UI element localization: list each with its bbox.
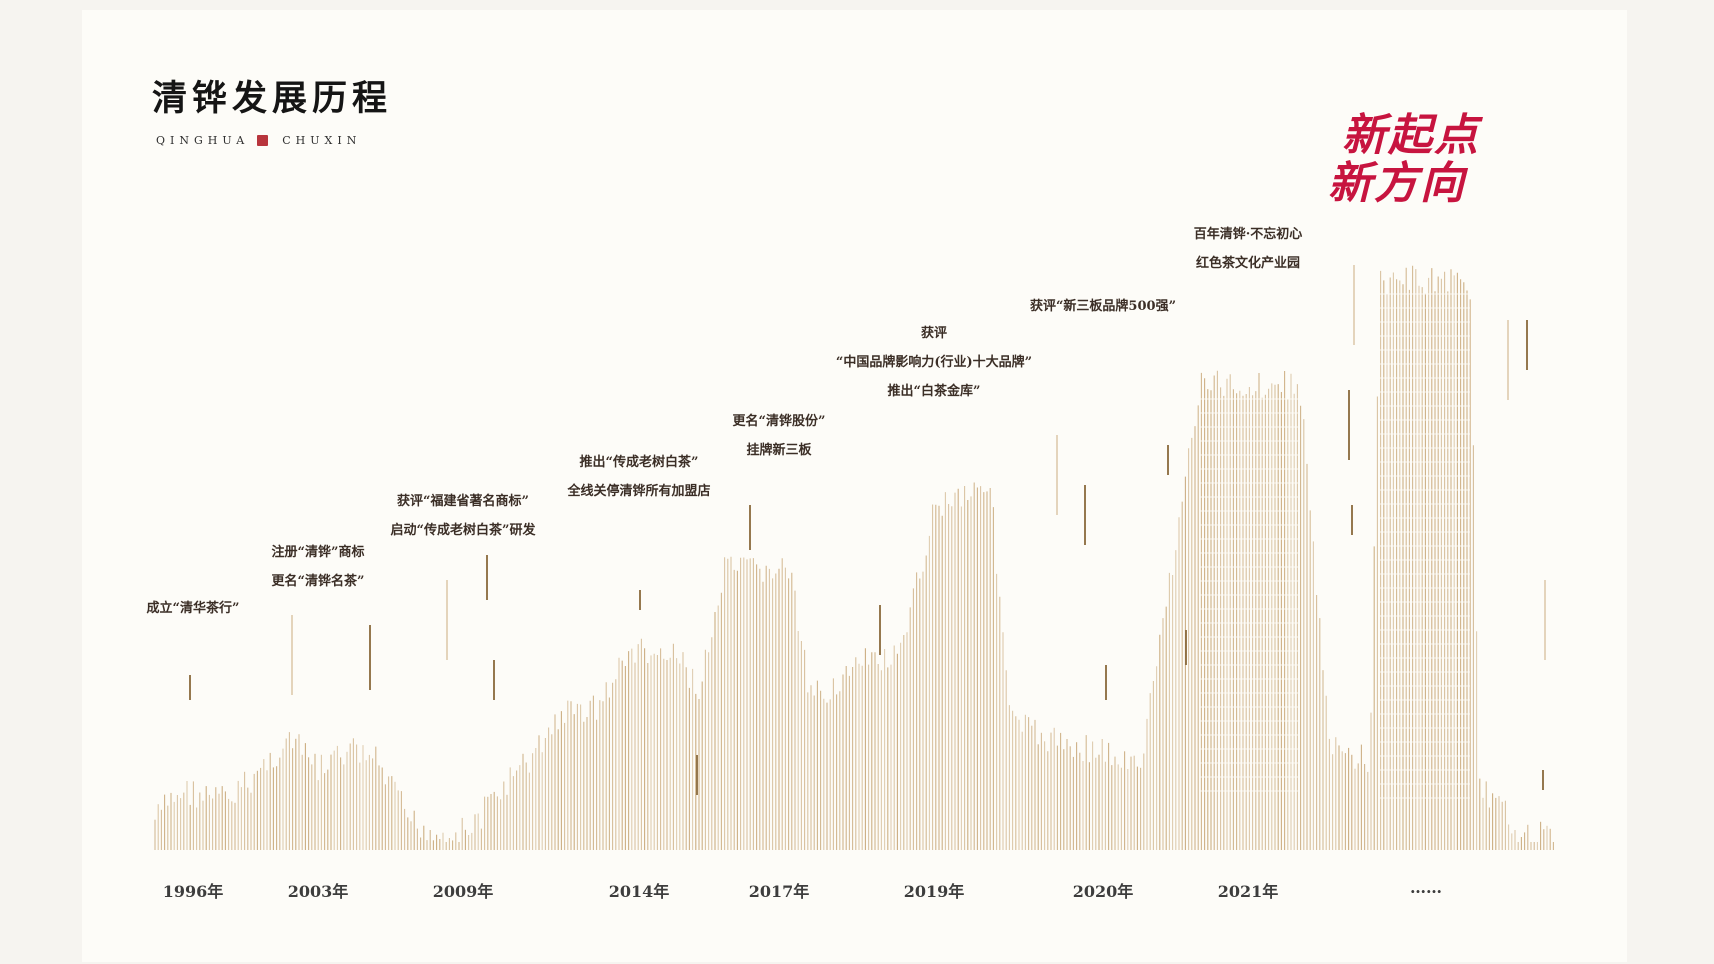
milestone-1996: 成立“清华茶行” bbox=[147, 594, 240, 623]
milestone-event: “中国品牌影响力(行业)十大品牌” bbox=[835, 355, 1033, 370]
milestone-event: 成立“清华茶行” bbox=[146, 601, 240, 616]
milestone-event: 获评“福建省著名商标” bbox=[397, 494, 529, 509]
milestone-event: 获评“新三板品牌500强” bbox=[1029, 299, 1177, 314]
milestone-2021: 百年清铧·不忘初心 红色茶文化产业园 bbox=[1194, 220, 1303, 278]
milestone-event: 百年清铧·不忘初心 bbox=[1193, 227, 1303, 242]
milestone-2009: 获评“福建省著名商标” 启动“传成老树白茶”研发 bbox=[391, 487, 536, 545]
milestone-event: 启动“传成老树白茶”研发 bbox=[390, 523, 536, 538]
milestone-2017: 更名“清铧股份” 挂牌新三板 bbox=[733, 407, 826, 465]
year-label-2021: 2021年 bbox=[1217, 882, 1279, 901]
milestone-event: 推出“传成老树白茶” bbox=[579, 455, 699, 470]
milestone-event: 获评 bbox=[920, 326, 948, 341]
year-label-future: …… bbox=[1410, 878, 1442, 897]
year-label-2009: 2009年 bbox=[432, 882, 494, 901]
milestone-event: 推出“白茶金库” bbox=[887, 384, 981, 399]
subtitle-right: CHUXIN bbox=[282, 134, 362, 147]
milestone-event: 更名“清铧股份” bbox=[732, 414, 826, 429]
year-label-2003: 2003年 bbox=[287, 882, 349, 901]
slogan-line-1: 新起点 bbox=[1342, 110, 1480, 161]
year-label-2019: 2019年 bbox=[903, 882, 965, 901]
milestone-event: 全线关停清铧所有加盟店 bbox=[567, 484, 711, 499]
milestone-2003: 注册“清铧”商标 更名“清铧名茶” bbox=[272, 538, 365, 596]
subtitle-left: QINGHUA bbox=[156, 134, 250, 147]
page-title: 清铧发展历程 bbox=[152, 78, 393, 119]
page-background bbox=[82, 10, 1627, 962]
seal-icon bbox=[257, 135, 269, 146]
milestone-event: 更名“清铧名茶” bbox=[271, 574, 365, 589]
slogan-line-2: 新方向 bbox=[1328, 158, 1466, 209]
milestone-event: 红色茶文化产业园 bbox=[1195, 256, 1300, 271]
year-label-2014: 2014年 bbox=[608, 882, 670, 901]
year-label-2017: 2017年 bbox=[748, 882, 810, 901]
year-label-2020: 2020年 bbox=[1072, 882, 1134, 901]
slogan: 新起点 新方向 bbox=[1328, 110, 1480, 208]
milestone-2014: 推出“传成老树白茶” 全线关停清铧所有加盟店 bbox=[567, 448, 710, 506]
milestone-event: 挂牌新三板 bbox=[746, 443, 812, 458]
milestone-2019: 获评 “中国品牌影响力(行业)十大品牌” 推出“白茶金库” bbox=[836, 319, 1032, 406]
year-label-1996: 1996年 bbox=[162, 882, 224, 901]
page-subtitle: QINGHUA CHUXIN bbox=[156, 134, 361, 147]
milestone-event: 注册“清铧”商标 bbox=[271, 545, 365, 560]
milestone-2020: 获评“新三板品牌500强” bbox=[1030, 292, 1176, 321]
